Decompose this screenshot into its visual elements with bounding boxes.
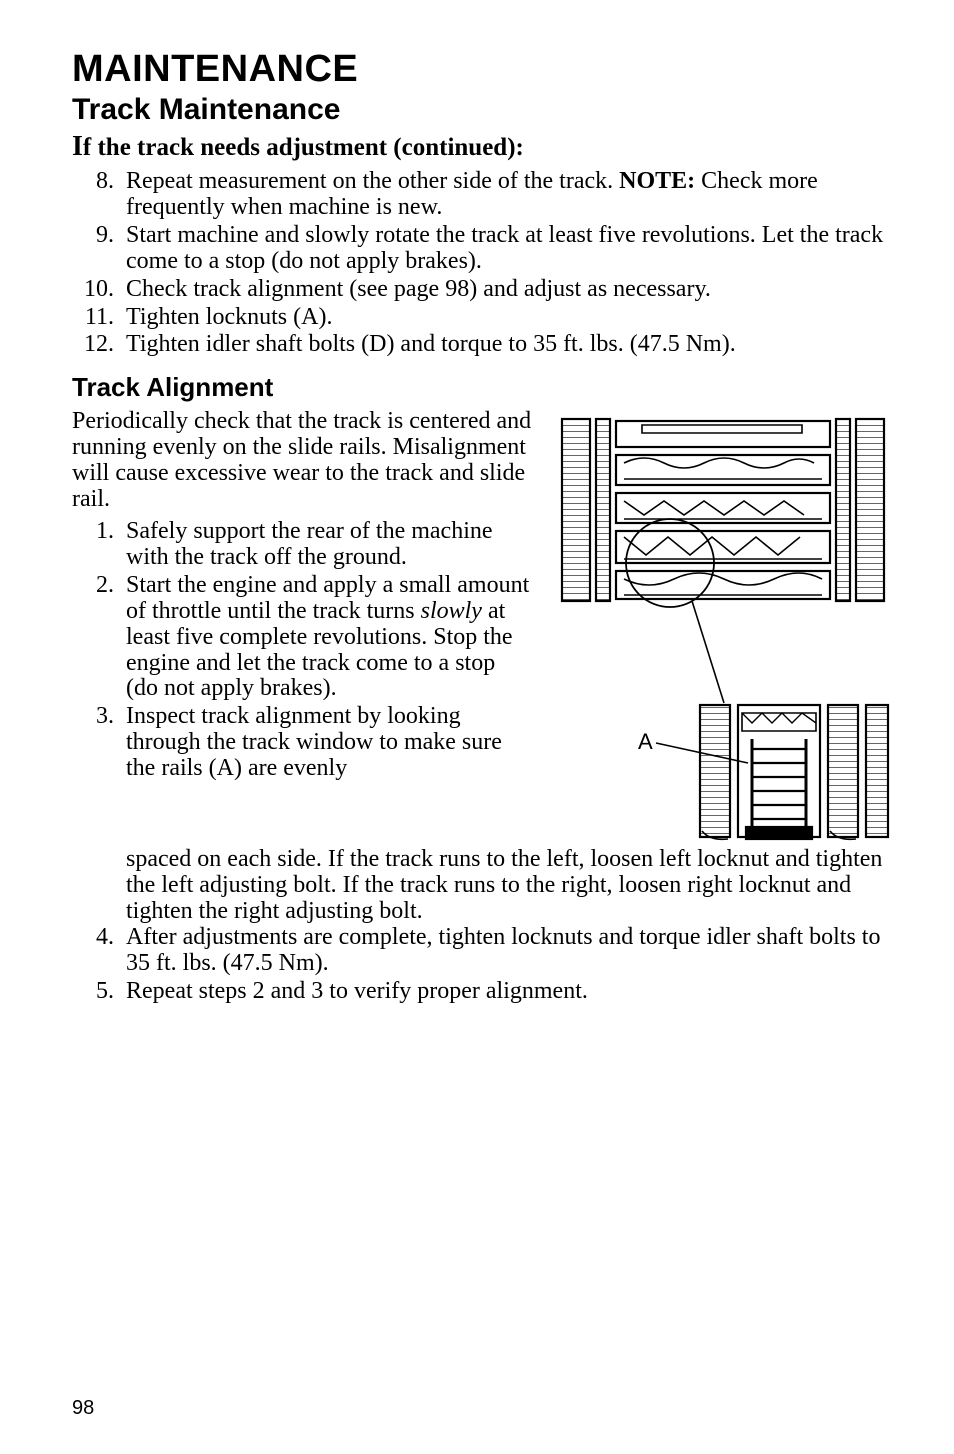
page-number: 98 <box>72 1397 94 1420</box>
list-text: After adjustments are complete, tighten … <box>126 924 880 976</box>
section1-heading: If the track needs adjustment (continued… <box>72 131 894 163</box>
track-alignment-figure: A <box>552 413 894 849</box>
list-text: Repeat steps 2 and 3 to verify proper al… <box>126 978 588 1004</box>
section2-list-partial: Safely support the rear of the machine w… <box>72 519 532 782</box>
text-column: Periodically check that the track is cen… <box>72 409 532 849</box>
section1-item-11: Tighten locknuts (A). <box>120 305 894 331</box>
page-title: MAINTENANCE <box>72 48 894 91</box>
track-overview <box>562 419 884 607</box>
section2-item-3-continuation: spaced on each side. If the track runs t… <box>72 847 894 925</box>
list-text: Start machine and slowly rotate the trac… <box>126 222 883 274</box>
list-text-italic: slowly <box>421 598 482 624</box>
section1-item-12: Tighten idler shaft bolts (D) and torque… <box>120 332 894 358</box>
document-page: MAINTENANCE Track Maintenance If the tra… <box>0 0 954 1454</box>
section2-item-2: Start the engine and apply a small amoun… <box>120 573 532 703</box>
list-text: spaced on each side. If the track runs t… <box>126 846 882 924</box>
list-text-bold: NOTE: <box>619 168 695 194</box>
section2-item-5: Repeat steps 2 and 3 to verify proper al… <box>120 979 894 1005</box>
section2-intro: Periodically check that the track is cen… <box>72 409 532 513</box>
section1-item-8: Repeat measurement on the other side of … <box>120 169 894 221</box>
list-text: Check track alignment (see page 98) and … <box>126 276 711 302</box>
two-column-region: Periodically check that the track is cen… <box>72 409 894 849</box>
list-text: Tighten idler shaft bolts (D) and torque… <box>126 331 736 357</box>
figure-column: A <box>552 409 894 849</box>
list-text: Tighten locknuts (A). <box>126 304 332 330</box>
section2-heading: Track Alignment <box>72 372 894 403</box>
section1-list: Repeat measurement on the other side of … <box>72 169 894 358</box>
list-text: Inspect track alignment by looking throu… <box>126 703 502 781</box>
section1-item-10: Check track alignment (see page 98) and … <box>120 277 894 303</box>
page-subtitle: Track Maintenance <box>72 93 894 127</box>
section1-heading-rest: f the track needs adjustment (continued)… <box>83 134 524 161</box>
figure-label-a: A <box>638 729 653 754</box>
track-detail <box>700 705 888 839</box>
section1-item-9: Start machine and slowly rotate the trac… <box>120 223 894 275</box>
section2-item-4: After adjustments are complete, tighten … <box>120 925 894 977</box>
section1-heading-prefix: I <box>72 131 83 162</box>
section2-list-remaining: After adjustments are complete, tighten … <box>72 925 894 1005</box>
section2-item-1: Safely support the rear of the machine w… <box>120 519 532 571</box>
section2-item-3-partial: Inspect track alignment by looking throu… <box>120 704 532 782</box>
list-text: Repeat measurement on the other side of … <box>126 168 619 194</box>
list-text: Safely support the rear of the machine w… <box>126 518 493 570</box>
